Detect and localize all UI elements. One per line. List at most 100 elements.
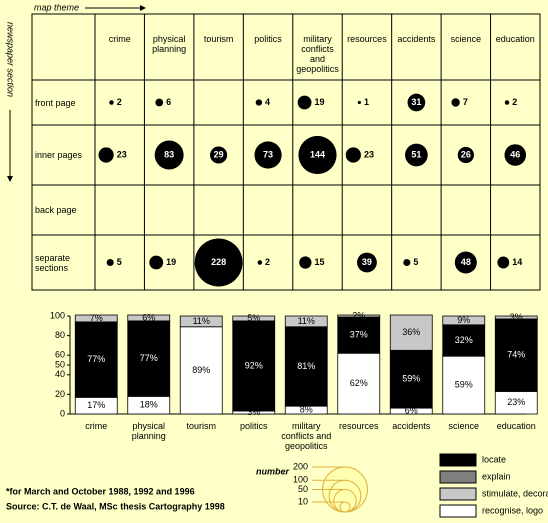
x-tick-label: accidents [392,421,431,431]
y-tick-label: 80 [55,330,65,340]
column-label: science [450,34,482,44]
bubble-label: 5 [117,257,122,267]
footnote: Source: C.T. de Waal, MSc thesis Cartogr… [6,501,225,511]
y-tick-label: 40 [55,369,65,379]
x-tick-label: tourism [186,421,216,431]
legend-swatch [439,504,477,518]
column-label: accidents [397,34,436,44]
x-tick-label: politics [239,421,268,431]
legend-label: explain [482,471,511,481]
bar-label: 81% [297,361,315,371]
bar-segment [284,315,328,328]
bubble-label: 51 [411,149,421,159]
bar-segment [494,315,538,320]
bubble [254,141,282,169]
x-tick-label: military conflicts and geopolitics [281,421,332,451]
bubble-label: 46 [510,149,520,159]
bar-label: 62% [350,378,368,388]
bubble-label: 15 [315,257,325,267]
bubble [257,260,263,265]
size-legend-circle [339,501,351,513]
bar-segment [442,324,486,357]
bubble [194,238,243,287]
bubble-label: 7 [463,97,468,107]
y-arrowhead [7,176,13,182]
x-tick-label: science [448,421,479,431]
bubble-label: 6 [166,97,171,107]
bubble [106,258,114,267]
bubble [210,146,228,164]
bar-segment [337,314,381,318]
size-legend-title: number [256,466,290,476]
bubble [357,252,377,273]
x-tick-label: crime [85,421,108,431]
bubble [255,99,263,106]
row-label: back page [35,205,77,215]
bar-label: 3% [247,407,260,417]
legend-swatch [439,470,477,484]
bar-segment [232,315,276,322]
column-label: education [495,34,535,44]
bar-segment [284,326,328,407]
bubble-label: 144 [310,149,325,159]
bar-label: 6% [405,405,418,415]
bar-segment [179,315,223,328]
legend-label: recognise, logo [482,505,543,515]
bar-label: 11% [193,316,210,326]
bubble [297,95,312,110]
bar-label: 36% [402,327,420,337]
bubble [457,146,474,164]
column-label: physical planning [152,34,187,54]
bubble-label: 23 [117,149,127,159]
bubble [405,143,428,167]
bar-label: 23% [507,397,525,407]
y-tick-label: 20 [55,389,65,399]
bubble-label: 2 [117,97,122,107]
row-label: separate sections [35,252,71,273]
bar-label: 9% [457,315,470,325]
size-legend-label: 200 [293,461,308,471]
bubble-label: 73 [263,149,273,159]
bar-segment [389,314,433,351]
bubble [345,147,361,163]
bubble [454,251,477,274]
bubble [403,258,411,267]
bar-segment [74,314,118,323]
bar-segment [389,349,433,409]
bubble-label: 5 [413,257,418,267]
legend-swatch [439,453,477,467]
bubble-label: 19 [166,257,176,267]
bubble [504,144,527,166]
bubble [98,147,114,163]
bubble [149,255,164,270]
bar-label: 89% [192,365,210,375]
column-label: politics [254,34,282,44]
legend-swatch [439,487,477,501]
x-arrowhead [140,5,146,11]
bubble-label: 14 [512,257,522,267]
matrix-frame [31,13,541,291]
x-title: map theme [34,2,79,12]
bar-label: 17% [87,400,105,410]
bubble-label: 1 [364,97,369,107]
bubble [504,100,510,105]
bubble [298,135,337,175]
bubble-label: 23 [364,149,374,159]
bar-segment [442,315,486,326]
row-label: inner pages [35,150,83,160]
bubble [109,100,114,105]
bubble-label: 228 [211,257,226,267]
bar-label: 59% [455,379,473,389]
bar-segment [127,314,171,322]
bar-label: 3% [510,312,523,322]
bar-segment [179,326,223,415]
bar-label: 59% [402,374,420,384]
bar-label: 11% [298,316,315,326]
column-label: crime [108,34,131,44]
bubble-label: 29 [214,149,224,159]
bubble [451,98,460,107]
x-tick-label: resources [338,421,379,431]
bar-label: 77% [87,354,105,364]
bar-segment [442,355,486,415]
